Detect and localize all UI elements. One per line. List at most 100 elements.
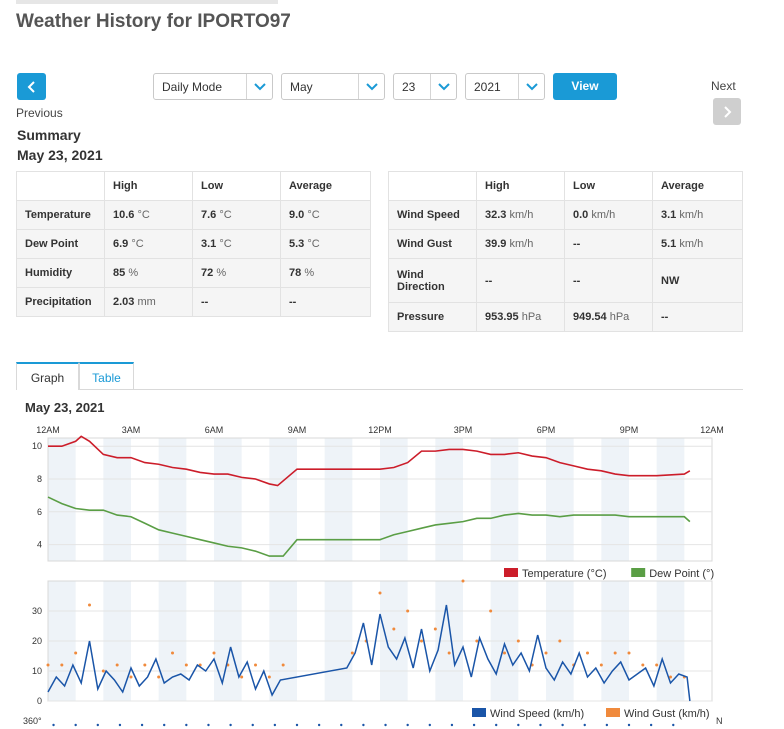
gust-point: [406, 609, 410, 613]
hour-band: [214, 438, 242, 561]
table-header-row: High Low Average: [388, 171, 743, 201]
gust-point: [60, 663, 64, 667]
mode-select-value: Daily Mode: [162, 80, 223, 94]
x-tick-label: 3PM: [454, 425, 473, 435]
wind-dir-point: [52, 723, 55, 727]
series-line: [47, 496, 691, 557]
plot-frame: [47, 437, 713, 562]
hour-band: [380, 438, 408, 561]
wind-dir-point: [74, 723, 77, 727]
cell-high: 6.9 °C: [104, 229, 193, 259]
tab-graph[interactable]: Graph: [16, 362, 79, 390]
legend-label: Wind Speed (km/h): [490, 708, 584, 720]
wind-dir-point: [340, 723, 343, 727]
gust-point: [544, 651, 548, 655]
wind-dir-point: [317, 723, 321, 727]
gust-point: [115, 663, 119, 667]
weather-graph: 12AM 3AM 6AM 9AM 12PM 3PM 6PM 9PM 12AM 10 8 6 4 Tempe…: [23, 425, 724, 727]
legend-swatch: [472, 708, 486, 717]
wind-dir-point: [605, 723, 609, 727]
x-tick-label: 9PM: [620, 425, 639, 435]
table-row: Wind Direction -- -- NW: [388, 258, 743, 303]
cell-low: --: [192, 287, 281, 317]
cell-high: 2.03 mm: [104, 287, 193, 317]
hour-band: [656, 438, 685, 561]
table-row: Wind Speed 32.3 km/h 0.0 km/h 3.1 km/h: [388, 200, 743, 230]
next-button[interactable]: [713, 98, 741, 125]
y-tick-label: 0: [37, 696, 42, 706]
previous-button[interactable]: [17, 73, 46, 100]
cell-high: 39.9 km/h: [476, 229, 565, 259]
x-tick-label: 9AM: [288, 425, 307, 435]
wind-dir-point: [406, 723, 409, 727]
y-tick-label: 30: [32, 606, 42, 616]
row-label: Humidity: [16, 258, 105, 288]
month-select-value: May: [290, 80, 313, 94]
hour-band: [601, 438, 629, 561]
gust-point: [212, 651, 216, 655]
tab-table[interactable]: Table: [79, 362, 134, 390]
gust-point: [74, 651, 78, 655]
summary-date: May 23, 2021: [17, 147, 103, 163]
cell-avg: 5.3 °C: [280, 229, 371, 259]
x-tick-label: 3AM: [122, 425, 141, 435]
previous-label[interactable]: Previous: [16, 106, 63, 120]
hour-band: [269, 438, 297, 561]
mode-select[interactable]: Daily Mode: [153, 73, 273, 100]
view-button[interactable]: View: [553, 73, 617, 100]
wind-dir-point: [96, 723, 100, 727]
table-corner: [16, 171, 105, 201]
cell-avg: 3.1 km/h: [652, 200, 743, 230]
wind-dir-axis-label: N: [716, 716, 723, 726]
col-header: Low: [564, 171, 653, 201]
table-header-row: High Low Average: [16, 171, 371, 201]
cell-avg: 5.1 km/h: [652, 229, 743, 259]
x-tick-label: 6AM: [205, 425, 224, 435]
month-select[interactable]: May: [281, 73, 385, 100]
cell-avg: --: [652, 302, 743, 332]
cell-high: --: [476, 258, 565, 303]
cell-avg: NW: [652, 258, 743, 303]
year-select[interactable]: 2021: [465, 73, 545, 100]
chevron-down-icon: [430, 74, 456, 99]
gust-point: [46, 663, 50, 667]
wind-dir-point: [295, 723, 299, 727]
legend-label: Wind Gust (km/h): [624, 708, 710, 720]
x-tick-label: 12AM: [36, 425, 60, 435]
gust-point: [669, 675, 672, 679]
wind-dir-point: [495, 723, 498, 727]
cell-low: 7.6 °C: [192, 200, 281, 230]
cell-avg: 9.0 °C: [280, 200, 371, 230]
col-header: High: [476, 171, 565, 201]
gust-point: [392, 627, 396, 631]
legend-swatch: [606, 708, 620, 717]
chevron-down-icon: [518, 74, 544, 99]
gust-point: [447, 651, 451, 655]
table-row: Wind Gust 39.9 km/h -- 5.1 km/h: [388, 229, 743, 259]
y-tick-label: 10: [32, 441, 42, 451]
summary-heading: Summary: [17, 127, 81, 143]
col-header: Average: [280, 171, 371, 201]
legend-label: Temperature (°C): [522, 568, 606, 580]
summary-table-left: High Low Average Temperature 10.6 °C 7.6…: [16, 171, 371, 317]
chevron-down-icon: [246, 74, 272, 99]
graph-date: May 23, 2021: [25, 400, 105, 415]
table-row: Humidity 85 % 72 % 78 %: [16, 258, 371, 288]
wind-dir-point: [384, 723, 387, 727]
cell-avg: --: [280, 287, 371, 317]
table-corner: [388, 171, 477, 201]
y-tick-label: 20: [32, 636, 42, 646]
cell-high: 10.6 °C: [104, 200, 193, 230]
wind-dir-point: [251, 723, 254, 727]
cell-low: 0.0 km/h: [564, 200, 653, 230]
gust-point: [586, 651, 589, 655]
hour-band: [158, 438, 187, 561]
hour-band: [324, 438, 353, 561]
series-line: [47, 604, 691, 702]
table-row: Dew Point 6.9 °C 3.1 °C 5.3 °C: [16, 229, 371, 259]
chevron-left-icon: [27, 80, 35, 93]
day-select[interactable]: 23: [393, 73, 457, 100]
row-label: Wind Gust: [388, 229, 477, 259]
row-label: Pressure: [388, 302, 477, 332]
next-label[interactable]: Next: [711, 79, 736, 93]
